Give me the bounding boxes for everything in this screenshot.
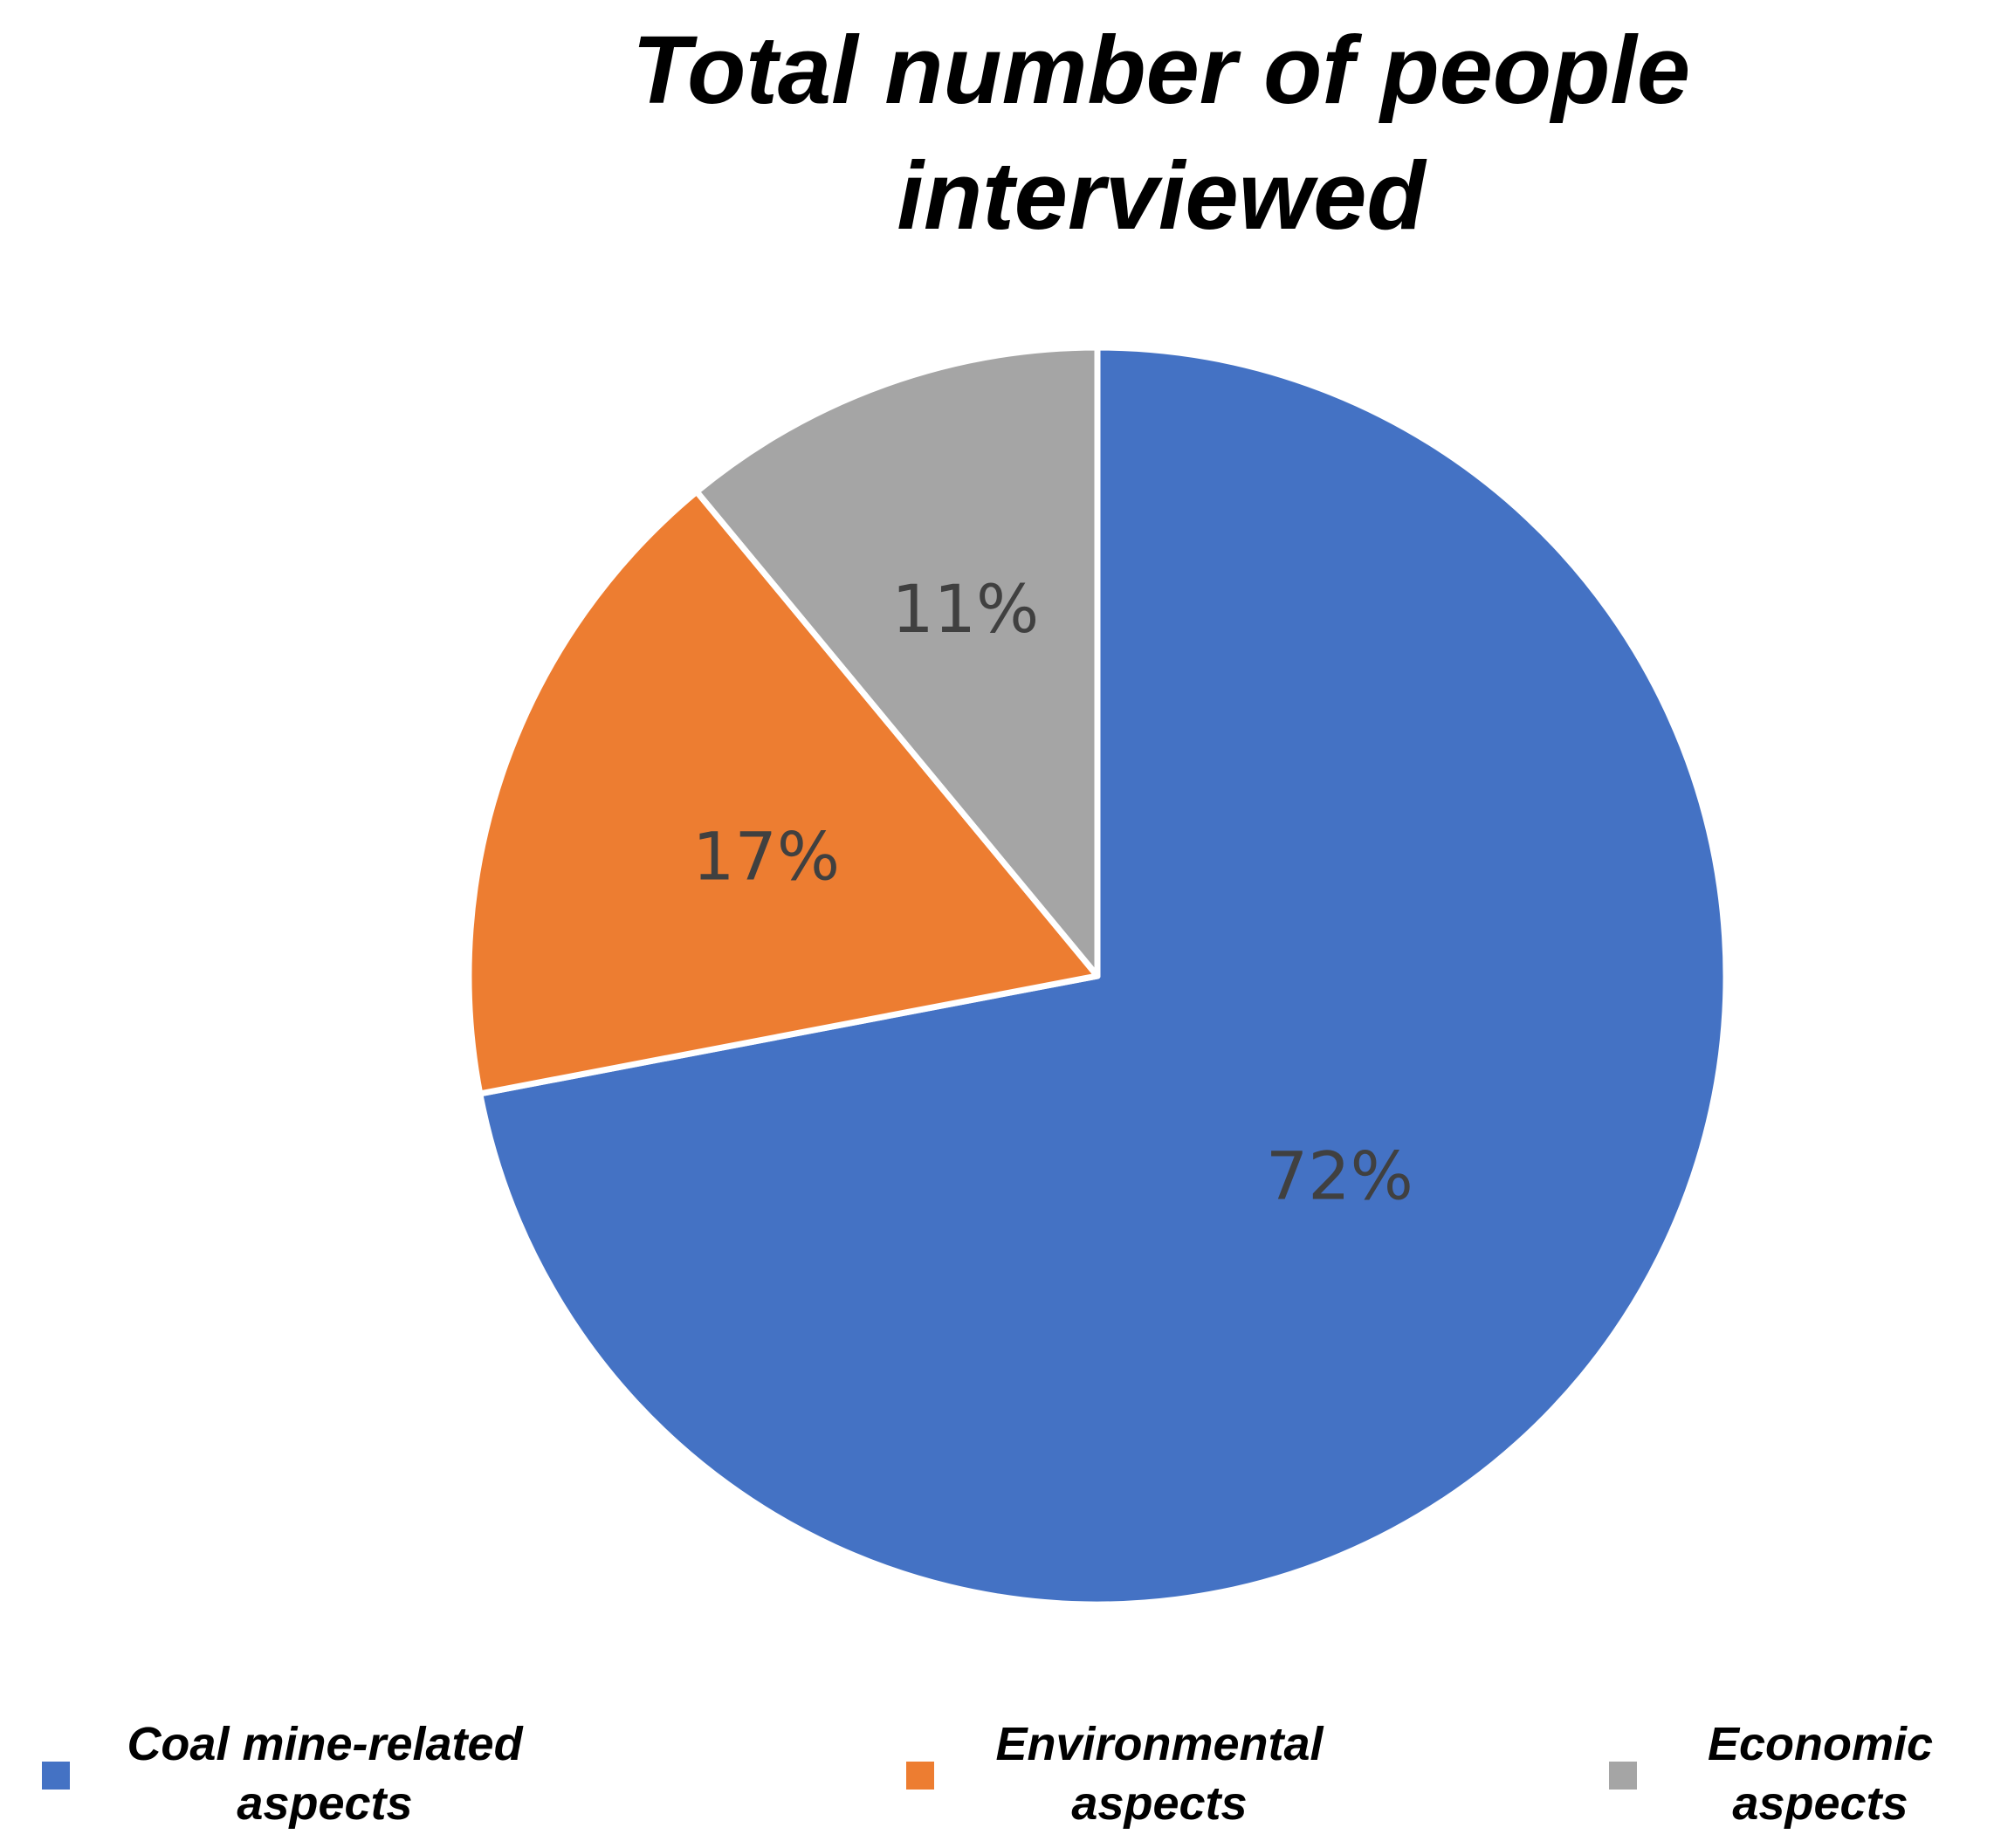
legend-item-coal-mine-related-aspects: Coal mine-related aspects [42, 1718, 524, 1830]
legend-marker [906, 1762, 934, 1790]
legend-item-environmental-aspects: Environmental aspects [906, 1718, 1324, 1830]
legend-label-line: aspects [1071, 1777, 1247, 1830]
legend: Coal mine-related aspects Environmental asp… [42, 1718, 1933, 1830]
pie-slice-environmental-aspects [465, 488, 1101, 1097]
pie-slices [465, 344, 1729, 1608]
legend-label-line: Economic [1708, 1718, 1933, 1770]
legend-label-line: aspects [237, 1777, 412, 1830]
pie-data-label-coal-mine-related-aspects: 72% [1266, 1137, 1413, 1214]
pie-data-label-environmental-aspects: 17% [692, 817, 840, 895]
pie-slice-economic-aspects [693, 344, 1101, 979]
legend-item-economic-aspects: Economic aspects [1609, 1718, 1933, 1830]
chart-title: Total number of people interviewed [632, 17, 1690, 250]
pie-data-labels: 72% 17% 11% [692, 570, 1413, 1214]
pie-slice-coal-mine-related-aspects [477, 344, 1729, 1608]
chart-title-line-2: interviewed [897, 142, 1427, 250]
legend-marker [1609, 1762, 1637, 1790]
legend-marker [42, 1762, 70, 1790]
chart-title-line-1: Total number of people [632, 17, 1690, 124]
pie-data-label-economic-aspects: 11% [891, 570, 1039, 648]
legend-label-line: Coal mine-related [127, 1718, 523, 1770]
legend-label-line: aspects [1732, 1777, 1908, 1830]
legend-label-line: Environmental [995, 1718, 1324, 1770]
